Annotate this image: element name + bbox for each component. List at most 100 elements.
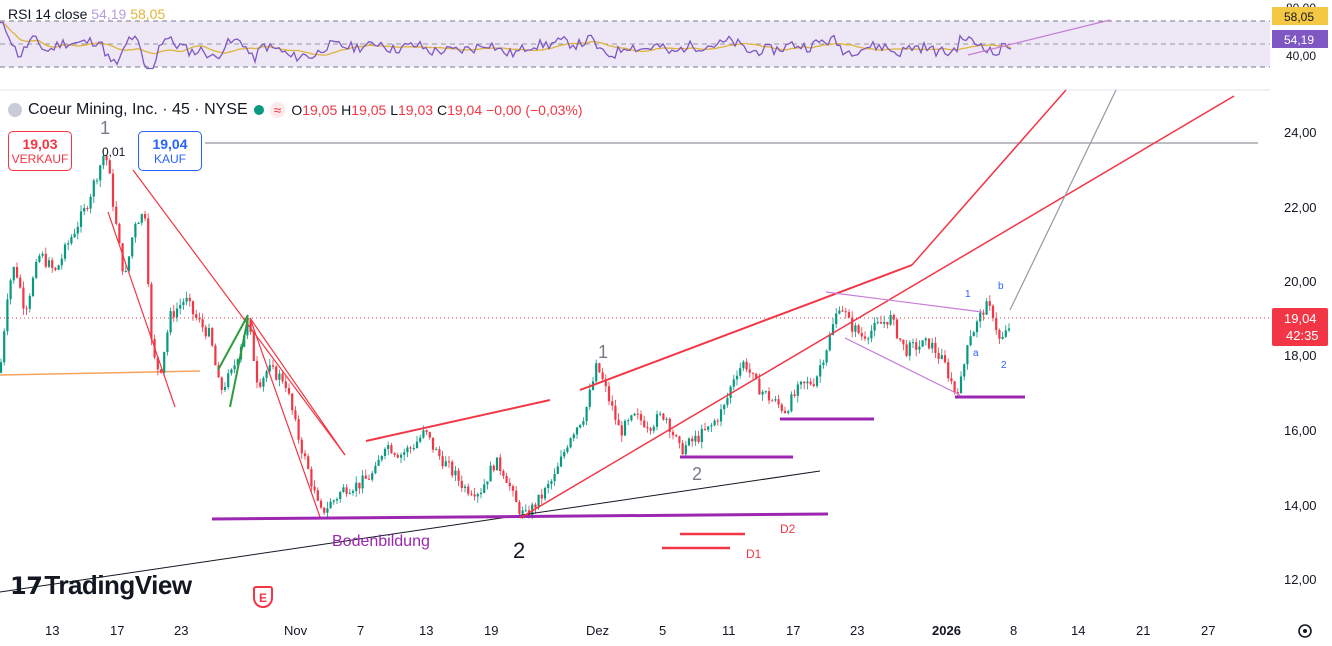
candle-body: [611, 401, 614, 406]
candle-body: [729, 386, 732, 399]
sell-button[interactable]: 19,03 VERKAUF: [8, 131, 72, 171]
candle-body: [716, 420, 719, 422]
time-label: Nov: [284, 623, 308, 638]
candle-body: [972, 332, 975, 337]
candle-body: [489, 465, 492, 482]
sell-label: VERKAUF: [11, 152, 69, 166]
candle-body: [534, 504, 537, 508]
candle-body: [326, 508, 329, 513]
support-line-bottom: [211, 512, 829, 521]
candle-body: [681, 442, 684, 455]
rsi-trendline: [967, 19, 1111, 56]
candle-body: [924, 338, 927, 341]
earnings-badge-icon[interactable]: E: [253, 586, 273, 608]
candle-body: [41, 253, 44, 256]
candle-body: [883, 321, 886, 324]
candle-body: [927, 338, 931, 349]
candle-body: [479, 492, 483, 495]
candle-body: [649, 428, 652, 431]
current-price: 19,04: [1284, 311, 1317, 326]
time-label: 14: [1071, 623, 1085, 638]
candle-body: [620, 425, 623, 436]
candle-body: [796, 384, 799, 396]
time-axis[interactable]: 13 17 23 Nov 7 13 19 Dez 5 11 17 23 2026…: [45, 623, 1312, 638]
rsi-ma-line: [0, 21, 1012, 56]
candle-body: [726, 398, 729, 405]
candle-body: [6, 299, 9, 332]
d2-label: D2: [780, 522, 796, 536]
bar-countdown: 42:35: [1286, 328, 1319, 343]
settings-gear-icon[interactable]: [1298, 624, 1312, 638]
candle-body: [963, 364, 966, 377]
candle-body: [844, 311, 847, 313]
data-quality-icon[interactable]: ≈: [269, 102, 286, 118]
time-label: 13: [419, 623, 433, 638]
candle-body: [886, 321, 889, 325]
candle-body: [169, 311, 172, 333]
rsi-legend[interactable]: RSI 14 close 54,19 58,05: [8, 6, 165, 22]
candle-body: [371, 473, 374, 480]
symbol-header[interactable]: Coeur Mining, Inc. · 45 · NYSE ≈ O19,05 …: [8, 98, 583, 122]
candle-body: [313, 486, 316, 491]
candle-body: [921, 340, 924, 347]
candle-body: [406, 447, 409, 453]
candle-body: [937, 353, 940, 359]
candle-body: [959, 376, 963, 394]
time-label-year: 2026: [932, 623, 961, 638]
candle-body: [710, 425, 713, 427]
candle-body: [505, 475, 508, 483]
candle-body: [511, 486, 515, 491]
candle-body: [931, 342, 934, 349]
candle-body: [825, 350, 828, 363]
candle-body: [675, 435, 678, 437]
candle-body: [969, 336, 972, 346]
candle-body: [1007, 328, 1011, 331]
candle-body: [124, 271, 127, 273]
candle-body: [150, 284, 153, 340]
candle-body: [995, 318, 998, 331]
candle-body: [697, 435, 700, 443]
time-label: 7: [357, 623, 364, 638]
candle-body: [617, 419, 620, 426]
candle-body: [227, 373, 230, 388]
candle-body: [179, 305, 182, 309]
candle-body: [1004, 330, 1007, 337]
candle-body: [54, 267, 57, 270]
candle-body: [300, 439, 303, 454]
candle-body: [767, 391, 771, 401]
candle-body: [140, 214, 143, 223]
time-label: 19: [484, 623, 498, 638]
wedge-lower: [844, 337, 961, 396]
candle-body: [783, 410, 787, 413]
candle-body: [867, 338, 870, 340]
candle-body: [876, 322, 879, 324]
candle-body: [998, 330, 1001, 339]
candle-body: [182, 301, 185, 306]
market-status-icon[interactable]: [253, 105, 264, 115]
rsi-tick-40: 40,00: [1286, 49, 1316, 63]
symbol-title[interactable]: Coeur Mining, Inc. · 45 · NYSE: [28, 101, 248, 118]
candle-body: [374, 465, 377, 474]
candle-body: [940, 355, 943, 359]
candle-body: [575, 427, 579, 435]
candle-body: [819, 365, 822, 377]
candle-body: [380, 455, 383, 460]
candle-body: [899, 338, 902, 340]
candle-body: [252, 332, 255, 361]
candle-body: [902, 339, 905, 345]
candle-body: [1001, 336, 1004, 339]
subwave-label-b: b: [998, 281, 1004, 292]
candle-body: [806, 381, 809, 384]
tradingview-logo[interactable]: 𝟭𝟳TradingView: [10, 570, 192, 600]
buy-button[interactable]: 19,04 KAUF: [138, 131, 202, 171]
candle-body: [457, 470, 460, 481]
candle-body: [915, 342, 918, 350]
candle-body: [665, 418, 668, 420]
candle-body: [991, 305, 995, 319]
candle-body: [233, 365, 236, 370]
candle-body: [76, 226, 79, 234]
candle-body: [73, 233, 76, 238]
price-axis[interactable]: 24,00 22,00 20,00 18,00 16,00 14,00 12,0…: [1272, 125, 1328, 587]
candle-body: [156, 357, 159, 370]
